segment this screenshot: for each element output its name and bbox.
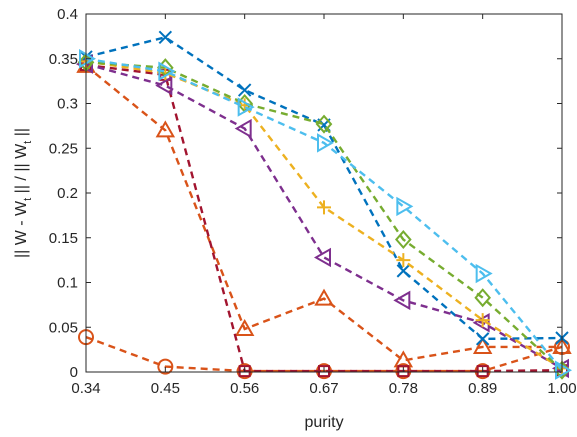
y-label-part: || / || W: [13, 143, 30, 198]
data-point-triangle-left: [234, 118, 252, 139]
tick-layer: 0.34 0.45 0.56 0.67 0.78 0.89 1.00 0 0.05 0.1 0.15…: [49, 6, 577, 397]
data-point-plus: [475, 313, 490, 328]
data-point-triangle-up: [472, 336, 493, 354]
x-tick-label: 0.78: [389, 380, 418, 397]
y-tick-label: 0.1: [57, 275, 78, 292]
x-axis-label: purity: [304, 414, 343, 431]
series-line: [85, 57, 563, 371]
y-tick-label: 0.25: [49, 140, 78, 157]
data-point-diamond: [395, 230, 412, 250]
data-point-x: [396, 264, 411, 278]
y-label-part: ||: [13, 128, 30, 141]
data-point-diamond: [315, 114, 333, 134]
data-point-plus: [317, 200, 331, 215]
y-tick-label: 0.05: [49, 319, 78, 336]
data-point-square: [476, 365, 489, 378]
data-point-triangle-left: [313, 247, 331, 268]
data-point-triangle-right: [555, 360, 573, 380]
data-point-triangle-up: [234, 319, 255, 337]
x-tick-label: 1.00: [547, 380, 576, 397]
data-point-square: [318, 365, 330, 378]
y-tick-label: 0: [70, 364, 78, 381]
x-tick-label: 0.56: [230, 380, 259, 397]
data-point-plus: [396, 253, 411, 268]
series-line: [85, 64, 562, 362]
x-tick-label: 0.34: [71, 380, 100, 397]
data-point-triangle-up: [314, 288, 334, 306]
y-label-subscript: t: [22, 141, 34, 144]
data-point-x: [237, 83, 252, 97]
data-point-x: [158, 30, 173, 44]
data-point-triangle-right: [79, 49, 97, 69]
data-point-triangle-right: [475, 263, 493, 284]
data-point-triangle-right: [396, 196, 414, 217]
data-point-square: [397, 365, 410, 378]
data-point-square: [238, 365, 251, 378]
series-triangle-right: [79, 49, 573, 380]
y-tick-label: 0.3: [57, 96, 78, 113]
data-point-circle: [236, 363, 253, 380]
y-tick-label: 0.35: [49, 51, 78, 68]
data-point-triangle-left: [393, 290, 411, 311]
data-point-triangle-right: [317, 133, 335, 153]
data-point-triangle-right: [237, 97, 255, 117]
data-point-triangle-up: [155, 120, 176, 138]
y-axis-label: || W - Wt || / || Wt ||: [13, 128, 34, 258]
data-point-diamond: [474, 288, 491, 308]
x-tick-label: 0.67: [309, 380, 338, 397]
data-point-x: [475, 332, 490, 346]
series-line: [85, 61, 563, 372]
data-point-triangle-right: [158, 61, 176, 82]
y-tick-label: 0.2: [57, 185, 78, 202]
y-label-part: || W - W: [13, 200, 30, 258]
y-label-subscript: t: [22, 198, 34, 201]
x-tick-label: 0.89: [468, 380, 497, 397]
data-point-triangle-left: [155, 75, 173, 96]
y-tick-label: 0.15: [49, 230, 78, 247]
x-tick-label: 0.45: [151, 380, 180, 397]
y-tick-label: 0.4: [57, 6, 78, 23]
data-point-circle: [157, 358, 174, 375]
